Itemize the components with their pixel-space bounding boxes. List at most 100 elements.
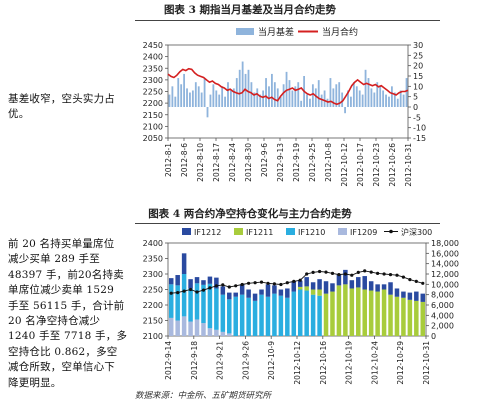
basis-bar bbox=[320, 94, 323, 107]
x-axis-tick-label: 2012-9-21 bbox=[216, 341, 225, 380]
bar-if1210 bbox=[239, 294, 245, 336]
figure4-title-rule bbox=[135, 223, 440, 224]
x-axis-tick-label: 2012-8-6 bbox=[180, 143, 189, 177]
text-line: 单席位减少卖单 1529 bbox=[8, 284, 114, 297]
left-axis-tick-label: 2300 bbox=[143, 76, 163, 85]
bar-if1210 bbox=[304, 290, 309, 336]
bar-if1210 bbox=[214, 288, 219, 330]
basis-bar bbox=[347, 90, 349, 107]
bar-if1211 bbox=[304, 286, 309, 291]
basis-bar bbox=[405, 78, 408, 107]
basis-bar bbox=[294, 86, 297, 107]
basis-bar bbox=[332, 88, 335, 107]
basis-bar bbox=[282, 84, 285, 107]
text-line: 1240 手至 7718 手，多 bbox=[8, 330, 128, 343]
bar-if1209 bbox=[227, 333, 232, 336]
left-axis-tick-label: 2400 bbox=[143, 239, 163, 248]
bar-if1212 bbox=[401, 291, 406, 298]
basis-bar bbox=[306, 94, 308, 107]
hs300-point bbox=[227, 285, 231, 289]
figure4-title: 图表 4 两合约净空持仓变化与主力合约走势 bbox=[148, 208, 352, 220]
basis-bar bbox=[396, 98, 399, 107]
hs300-point bbox=[414, 279, 418, 283]
basis-bar bbox=[215, 90, 218, 107]
hs300-point bbox=[369, 270, 373, 274]
bar-if1212 bbox=[285, 288, 290, 298]
basis-bar bbox=[268, 86, 270, 107]
left-axis-tick-label: 2200 bbox=[143, 301, 163, 310]
basis-bar bbox=[291, 90, 294, 107]
bar-if1212 bbox=[278, 289, 284, 296]
basis-bar bbox=[177, 78, 180, 107]
hs300-point bbox=[221, 283, 225, 287]
legend-label-2: IF1210 bbox=[298, 228, 325, 237]
right-axis-tick-label: 8,000 bbox=[431, 291, 454, 300]
hs300-point bbox=[201, 288, 206, 292]
basis-bar bbox=[326, 98, 329, 107]
left-axis-tick-label: 2450 bbox=[143, 41, 163, 50]
x-axis-tick-label: 2012-9-6 bbox=[260, 143, 269, 177]
x-axis-tick-label: 2012-8-17 bbox=[212, 143, 221, 182]
bar-if1210 bbox=[265, 296, 271, 336]
hs300-point bbox=[388, 273, 393, 277]
hs300-point bbox=[247, 281, 251, 285]
bar-if1209 bbox=[188, 321, 193, 336]
bar-if1211 bbox=[356, 287, 361, 336]
right-axis-tick-label: 2,000 bbox=[431, 322, 454, 331]
hs300-point bbox=[214, 284, 218, 288]
right-axis-tick-label: 10 bbox=[413, 82, 423, 91]
x-axis-tick-label: 2012-9-14 bbox=[164, 341, 173, 380]
x-axis-tick-label: 2012-10-29 bbox=[396, 341, 405, 385]
bar-if1210 bbox=[233, 296, 238, 336]
bar-if1210 bbox=[227, 299, 232, 334]
bar-if1211 bbox=[310, 289, 316, 295]
hs300-point bbox=[363, 269, 367, 273]
bar-if1210 bbox=[181, 274, 187, 317]
bar-if1211 bbox=[394, 296, 400, 336]
text-line: 空持仓比 0.862，多空 bbox=[8, 345, 118, 358]
left-axis-tick-label: 2350 bbox=[143, 255, 163, 264]
basis-bar bbox=[376, 82, 379, 107]
basis-bar bbox=[256, 88, 259, 107]
basis-bar bbox=[373, 92, 376, 107]
right-axis-tick-label: 25 bbox=[413, 51, 423, 60]
basis-bar bbox=[370, 88, 373, 107]
text-line: 前 20 名持买单量席位 bbox=[8, 238, 115, 250]
figure3-title: 图表 3 期指当月基差及当月合约走势 bbox=[163, 4, 337, 16]
text-line: 减仓所致，空单信心下 bbox=[8, 361, 115, 374]
basis-bar bbox=[361, 94, 364, 107]
bar-if1210 bbox=[272, 293, 277, 336]
bar-if1212 bbox=[356, 277, 361, 288]
basis-bar bbox=[402, 94, 405, 107]
basis-bar bbox=[221, 86, 224, 107]
x-axis-tick-label: 2012-10-31 bbox=[404, 143, 413, 187]
legend-label-0: IF1212 bbox=[194, 228, 221, 237]
basis-bar bbox=[297, 82, 300, 107]
hs300-point bbox=[234, 284, 238, 288]
basis-bar bbox=[317, 80, 320, 107]
bar-if1210 bbox=[310, 294, 316, 336]
right-axis-tick-label: 0 bbox=[431, 332, 436, 341]
bar-if1211 bbox=[381, 289, 387, 336]
plot-frame bbox=[167, 242, 427, 337]
basis-bar bbox=[168, 94, 171, 107]
right-axis-tick-label: 30 bbox=[413, 41, 423, 50]
right-axis-tick-label: -5 bbox=[413, 113, 421, 122]
basis-bar bbox=[350, 96, 352, 107]
bar-if1212 bbox=[265, 284, 271, 297]
x-axis-tick-label: 2012-10-26 bbox=[388, 143, 397, 187]
text-line: 降更明显。 bbox=[8, 376, 62, 389]
basis-bar bbox=[329, 78, 332, 107]
hs300-point bbox=[272, 282, 276, 286]
bar-if1209 bbox=[220, 331, 226, 336]
bar-if1210 bbox=[291, 291, 297, 336]
basis-bar bbox=[367, 78, 370, 107]
bar-if1212 bbox=[168, 278, 174, 285]
legend-label-1: IF1211 bbox=[246, 228, 273, 237]
hs300-point bbox=[189, 287, 193, 292]
bar-if1210 bbox=[168, 284, 174, 318]
bar-if1212 bbox=[388, 282, 393, 295]
bar-if1209 bbox=[168, 317, 174, 336]
basis-bar bbox=[230, 90, 232, 107]
